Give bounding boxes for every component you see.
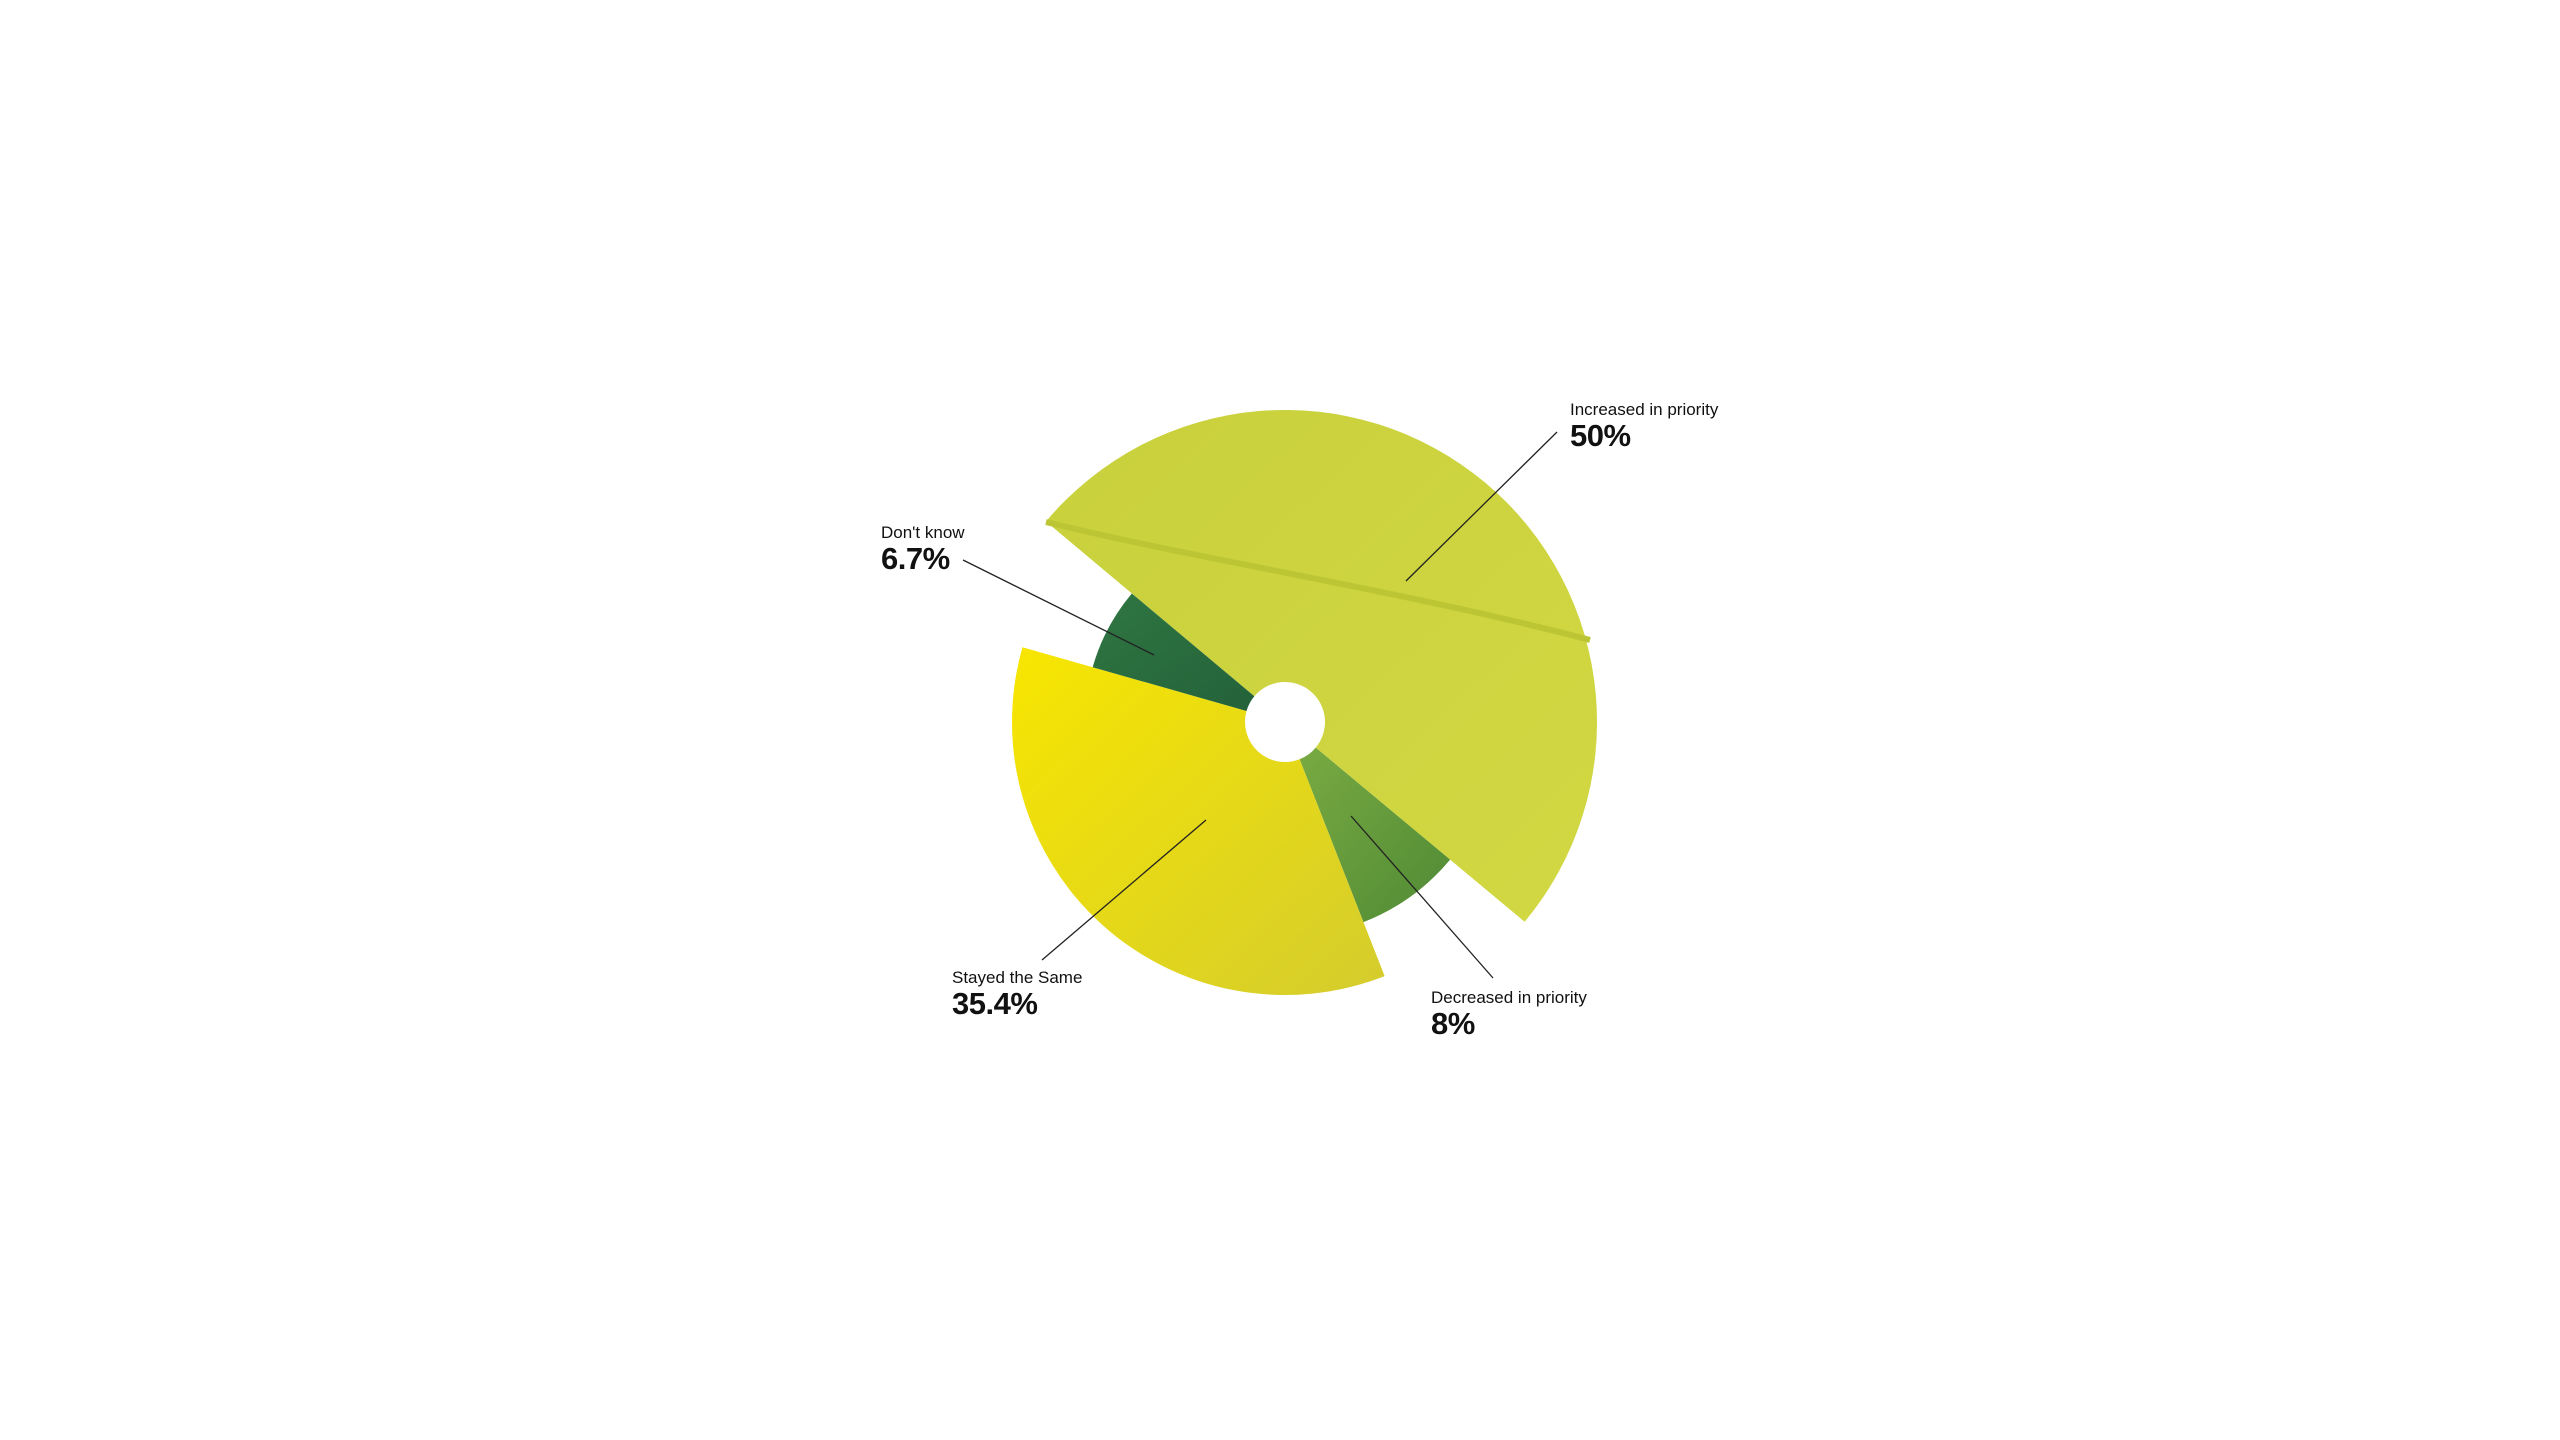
label-decreased: Decreased in priority 8% (1431, 988, 1587, 1040)
label-name: Decreased in priority (1431, 988, 1587, 1007)
label-value: 35.4% (952, 986, 1038, 1021)
label-value: 6.7% (881, 541, 950, 576)
slice-stayed (1011, 647, 1385, 995)
slice-decreased (1299, 747, 1451, 923)
leader-line-increased (1405, 431, 1558, 582)
leader-line-decreased (1350, 815, 1494, 979)
slice-dont-know (1092, 593, 1255, 712)
leaf-vein-decoration (1045, 519, 1591, 643)
label-dont-know: Don't know 6.7% (881, 523, 965, 575)
leader-line-dont-know (962, 559, 1155, 656)
slice-increased (1045, 409, 1598, 922)
label-name: Stayed the Same (952, 968, 1083, 987)
label-stayed: Stayed the Same 35.4% (952, 968, 1082, 1020)
label-name: Don't know (881, 523, 965, 542)
label-value: 8% (1431, 1006, 1475, 1041)
label-value: 50% (1570, 418, 1631, 453)
label-name: Increased in priority (1570, 400, 1719, 419)
label-increased: Increased in priority 50% (1570, 400, 1718, 452)
leader-line-stayed (1041, 819, 1207, 961)
